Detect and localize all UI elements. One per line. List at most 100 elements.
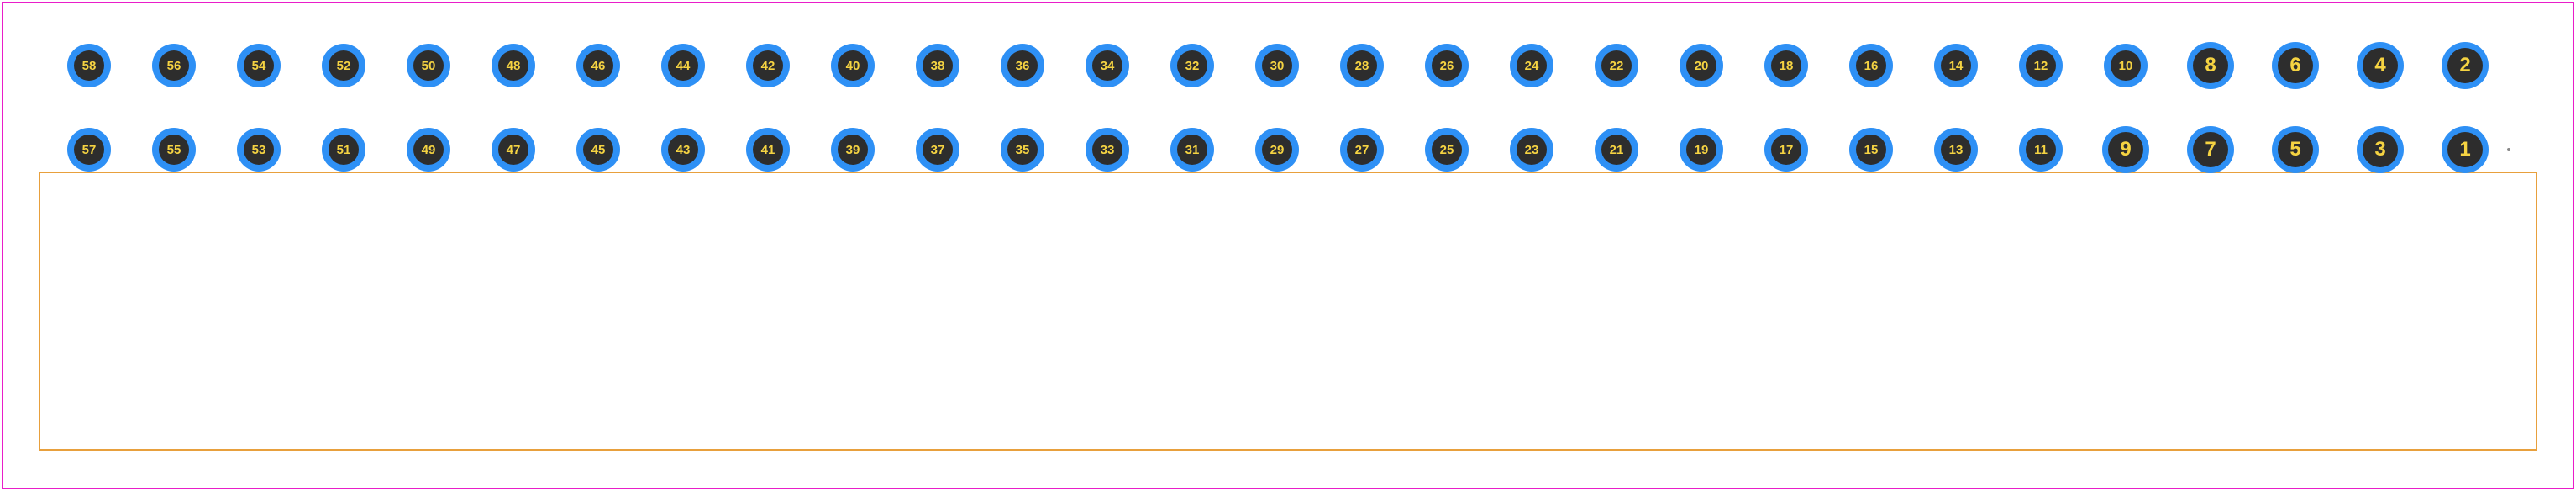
pin-center: 44 [668, 50, 698, 81]
pin-label: 9 [2120, 140, 2131, 160]
pin-label: 20 [1695, 60, 1709, 72]
pin-center: 57 [74, 135, 104, 165]
pin-53: 53 [237, 128, 281, 172]
pin-16: 16 [1849, 44, 1893, 87]
pin-center: 14 [1941, 50, 1971, 81]
pin-label: 34 [1101, 60, 1115, 72]
pin-8: 8 [2187, 42, 2234, 89]
pin-center: 31 [1177, 135, 1207, 165]
pin-center: 36 [1007, 50, 1038, 81]
pin-center: 17 [1771, 135, 1801, 165]
pin-54: 54 [237, 44, 281, 87]
pin-7: 7 [2187, 126, 2234, 173]
pin-label: 8 [2205, 55, 2216, 76]
pin-35: 35 [1001, 128, 1044, 172]
pin-label: 10 [2119, 60, 2133, 72]
pin-center: 13 [1941, 135, 1971, 165]
pin-label: 5 [2289, 140, 2300, 160]
pin-center: 43 [668, 135, 698, 165]
pin-34: 34 [1086, 44, 1129, 87]
pin-center: 34 [1092, 50, 1122, 81]
pin-center: 9 [2108, 132, 2143, 167]
pin-58: 58 [67, 44, 111, 87]
pin-label: 56 [167, 60, 181, 72]
pin-label: 47 [507, 144, 521, 156]
pin-label: 51 [337, 144, 351, 156]
pin-label: 13 [1949, 144, 1964, 156]
pin-label: 30 [1270, 60, 1285, 72]
pin-26: 26 [1425, 44, 1469, 87]
pin-center: 51 [329, 135, 359, 165]
pin-center: 15 [1856, 135, 1886, 165]
pin-label: 54 [252, 60, 266, 72]
pin-center: 12 [2026, 50, 2056, 81]
pin-1: 1 [2442, 126, 2489, 173]
pin-23: 23 [1510, 128, 1553, 172]
pin-label: 52 [337, 60, 351, 72]
pin-center: 2 [2447, 48, 2483, 83]
pin-24: 24 [1510, 44, 1553, 87]
pin-label: 55 [167, 144, 181, 156]
pin-32: 32 [1170, 44, 1214, 87]
pin-label: 45 [591, 144, 606, 156]
pin-label: 21 [1610, 144, 1624, 156]
pin-label: 3 [2374, 140, 2385, 160]
pin-15: 15 [1849, 128, 1893, 172]
pin-10: 10 [2104, 44, 2148, 87]
pin-label: 29 [1270, 144, 1285, 156]
pin-center: 39 [838, 135, 868, 165]
pin-label: 4 [2374, 55, 2385, 76]
pin-30: 30 [1255, 44, 1299, 87]
pin-center: 20 [1686, 50, 1716, 81]
pin-label: 39 [846, 144, 860, 156]
pin-label: 27 [1355, 144, 1369, 156]
pin-label: 19 [1695, 144, 1709, 156]
pin-center: 46 [583, 50, 613, 81]
pin-37: 37 [916, 128, 959, 172]
pin-center: 24 [1517, 50, 1547, 81]
pin-5: 5 [2272, 126, 2319, 173]
pin-center: 22 [1601, 50, 1632, 81]
pin-center: 49 [413, 135, 444, 165]
pin-46: 46 [576, 44, 620, 87]
pin-center: 8 [2193, 48, 2228, 83]
pin-center: 27 [1347, 135, 1377, 165]
pin-label: 33 [1101, 144, 1115, 156]
pin-center: 18 [1771, 50, 1801, 81]
pin-center: 3 [2363, 132, 2398, 167]
pin-center: 56 [159, 50, 189, 81]
pin-39: 39 [831, 128, 875, 172]
pin-22: 22 [1595, 44, 1638, 87]
pin-center: 37 [923, 135, 953, 165]
pin-label: 41 [761, 144, 775, 156]
pin-28: 28 [1340, 44, 1384, 87]
pin-25: 25 [1425, 128, 1469, 172]
pin-20: 20 [1680, 44, 1723, 87]
pin-43: 43 [661, 128, 705, 172]
pin-label: 18 [1780, 60, 1794, 72]
pin-label: 32 [1185, 60, 1200, 72]
pin-9: 9 [2102, 126, 2149, 173]
pin-center: 40 [838, 50, 868, 81]
pin-38: 38 [916, 44, 959, 87]
pin-center: 53 [244, 135, 274, 165]
pin1-marker [2507, 148, 2510, 151]
pin-center: 54 [244, 50, 274, 81]
pin-13: 13 [1934, 128, 1978, 172]
pin-label: 6 [2289, 55, 2300, 76]
pin-label: 25 [1440, 144, 1454, 156]
pin-label: 17 [1780, 144, 1794, 156]
pin-label: 35 [1016, 144, 1030, 156]
pin-label: 15 [1864, 144, 1879, 156]
pin-center: 19 [1686, 135, 1716, 165]
pin-label: 22 [1610, 60, 1624, 72]
pin-label: 2 [2459, 55, 2470, 76]
pin-31: 31 [1170, 128, 1214, 172]
pin-48: 48 [492, 44, 535, 87]
pin-center: 48 [498, 50, 528, 81]
pin-label: 31 [1185, 144, 1200, 156]
pin-label: 38 [931, 60, 945, 72]
pin-label: 49 [422, 144, 436, 156]
pin-center: 11 [2026, 135, 2056, 165]
pin-center: 38 [923, 50, 953, 81]
